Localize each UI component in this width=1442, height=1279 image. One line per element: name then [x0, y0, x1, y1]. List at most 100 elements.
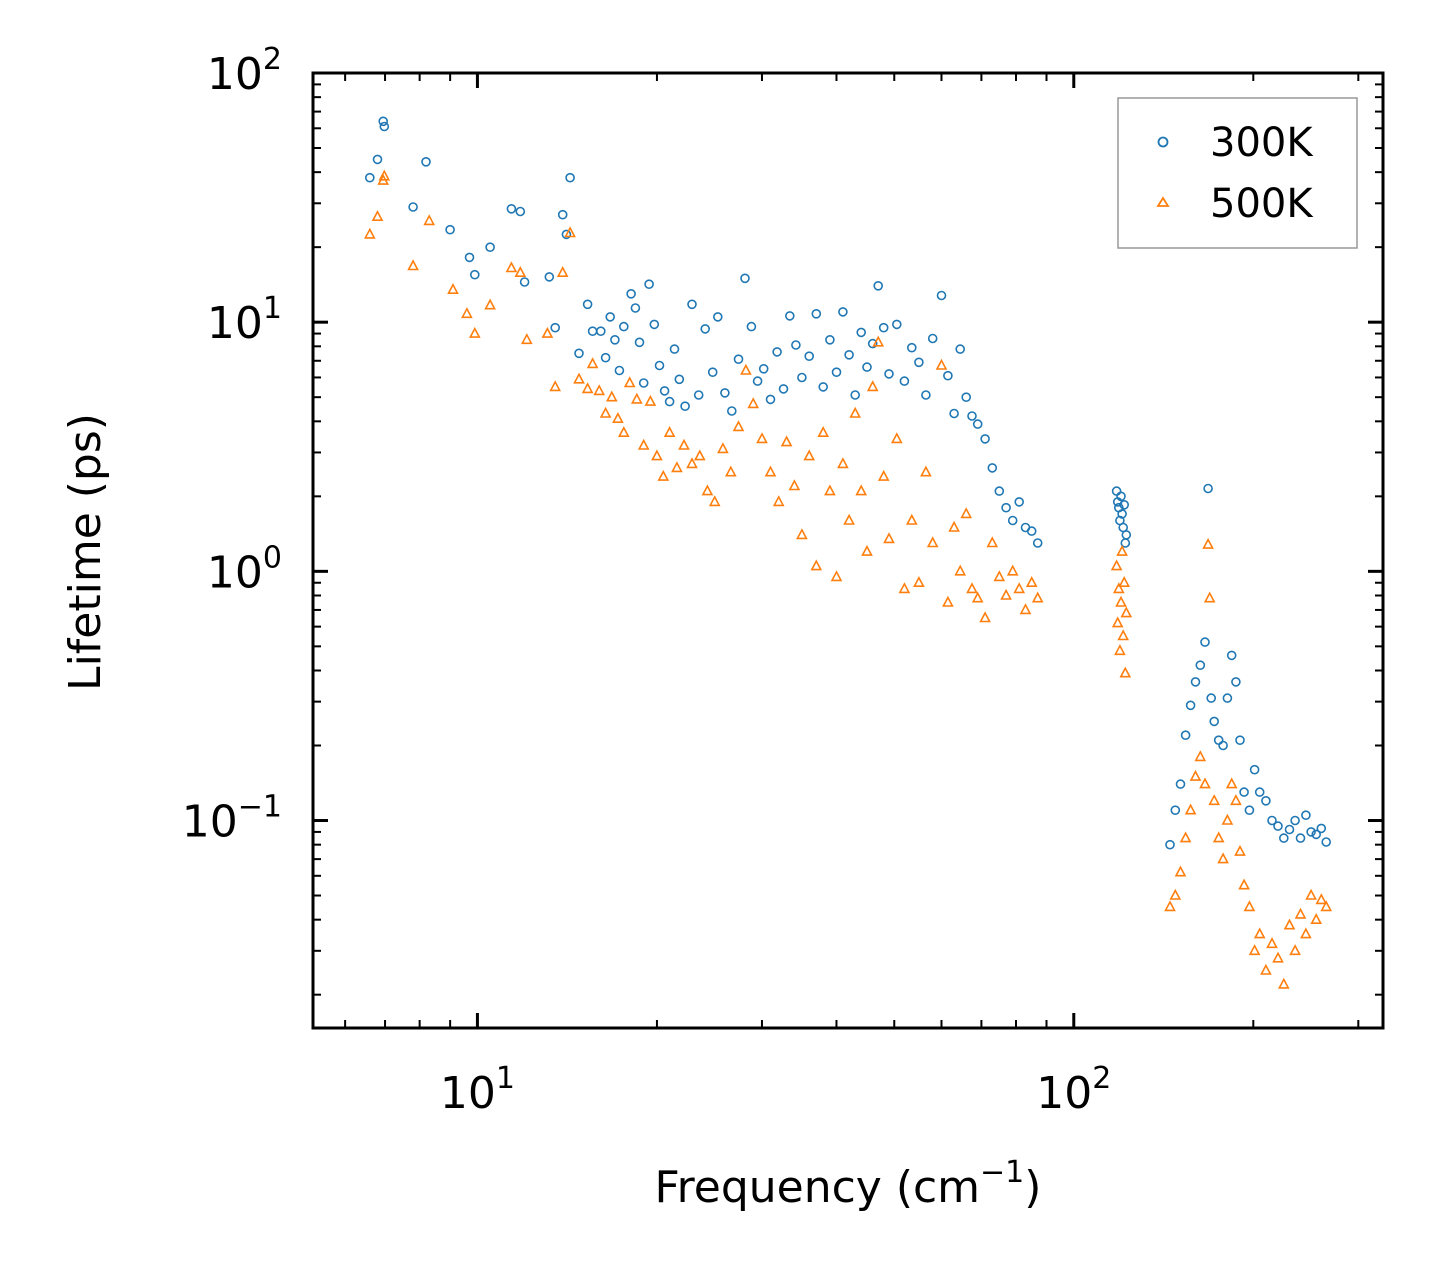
point-500K [505, 261, 518, 273]
point-300K [1273, 821, 1283, 831]
point-300K [943, 370, 953, 381]
point-300K [1301, 810, 1311, 821]
point-300K [804, 351, 815, 362]
point-300K [659, 386, 670, 396]
point-300K [379, 121, 390, 132]
x-tick-label: 102 [1036, 1061, 1111, 1119]
point-500K [1025, 575, 1038, 587]
point-300K [961, 392, 972, 403]
point-500K [732, 420, 745, 432]
point-500K [637, 438, 650, 450]
point-500K [1184, 803, 1197, 815]
point-300K [955, 344, 966, 354]
point-500K [861, 544, 873, 556]
point-500K [1031, 591, 1044, 603]
point-500K [657, 469, 670, 481]
point-300K [878, 322, 889, 333]
point-300K [561, 229, 572, 240]
point-500K [1310, 912, 1323, 924]
point-500K [724, 465, 737, 477]
point-300K [797, 372, 807, 383]
point-500K [740, 363, 752, 375]
point-300K [574, 348, 584, 359]
point-300K [408, 202, 418, 212]
y-tick-label: 10−1 [182, 790, 282, 848]
point-300K [587, 326, 598, 337]
point-500K [1118, 575, 1131, 587]
point-500K [447, 282, 459, 294]
point-300K [630, 303, 641, 313]
point-300K [784, 311, 795, 321]
point-300K [674, 374, 685, 385]
point-500K [701, 484, 714, 496]
point-500K [407, 259, 419, 271]
legend-label-500K: 500K [1210, 181, 1314, 227]
point-300K [772, 347, 782, 357]
y-tick-label: 101 [207, 291, 282, 349]
point-500K [780, 435, 793, 447]
point-500K [573, 372, 585, 384]
point-300K [1249, 764, 1260, 775]
point-300K [614, 365, 625, 376]
point-500K [1115, 595, 1127, 607]
point-300K [1007, 515, 1018, 526]
point-300K [1226, 650, 1237, 661]
point-300K [1170, 805, 1181, 816]
point-500K [824, 484, 836, 496]
point-500K [979, 611, 991, 623]
point-500K [617, 425, 630, 437]
point-300K [1117, 509, 1127, 519]
point-500K [651, 449, 663, 461]
point-300K [949, 408, 959, 419]
point-500K [549, 380, 562, 392]
point-500K [926, 536, 939, 548]
point-300K [687, 299, 697, 310]
point-500K [612, 411, 624, 423]
point-300K [469, 269, 480, 280]
point-300K [1321, 837, 1331, 847]
point-300K [1279, 833, 1289, 843]
point-500K [520, 333, 533, 345]
point-500K [581, 382, 594, 394]
point-300K [884, 369, 894, 379]
point-300K [654, 360, 665, 371]
point-300K [634, 337, 645, 348]
point-300K [506, 204, 517, 214]
point-500K [363, 227, 376, 239]
point-500K [378, 169, 391, 181]
point-500K [872, 335, 885, 347]
point-500K [1225, 777, 1238, 789]
point-500K [837, 457, 849, 469]
point-500K [1217, 852, 1229, 864]
point-300K [1231, 677, 1241, 687]
point-300K [1239, 787, 1249, 797]
point-300K [712, 312, 723, 322]
point-300K [364, 172, 375, 183]
point-300K [1014, 497, 1025, 507]
point-500K [1119, 666, 1132, 678]
point-300K [1175, 779, 1186, 789]
point-300K [1165, 839, 1175, 850]
point-300K [765, 394, 776, 405]
point-300K [1222, 693, 1233, 703]
point-500K [423, 214, 436, 226]
point-500K [1202, 537, 1214, 549]
point-300K [1200, 637, 1210, 647]
point-300K [850, 390, 861, 400]
point-300K [378, 116, 389, 127]
point-500K [1238, 878, 1250, 890]
point-500K [843, 513, 855, 525]
x-tick-label: 101 [440, 1061, 515, 1119]
point-300K [778, 384, 789, 394]
y-tick-label-exponent: −1 [238, 790, 282, 825]
point-500K [1199, 777, 1211, 789]
point-300K [1267, 815, 1277, 826]
point-500K [788, 479, 801, 491]
point-300K [550, 322, 561, 333]
point-500K [905, 513, 918, 525]
point-300K [544, 272, 555, 282]
point-300K [1032, 538, 1043, 548]
point-500K [890, 432, 903, 444]
legend-marker-300K [1157, 136, 1169, 148]
point-300K [649, 319, 660, 330]
